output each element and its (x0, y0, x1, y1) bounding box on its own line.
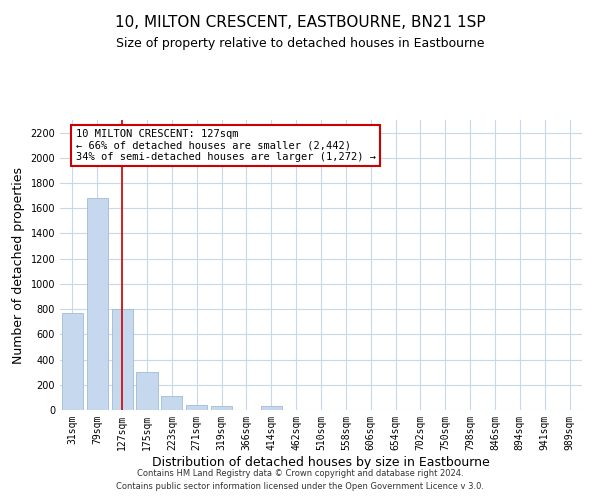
Text: Contains public sector information licensed under the Open Government Licence v : Contains public sector information licen… (116, 482, 484, 491)
Text: 10 MILTON CRESCENT: 127sqm
← 66% of detached houses are smaller (2,442)
34% of s: 10 MILTON CRESCENT: 127sqm ← 66% of deta… (76, 128, 376, 162)
Bar (211, 406, 232, 410)
Bar (161, 396, 182, 410)
Text: Contains HM Land Registry data © Crown copyright and database right 2024.: Contains HM Land Registry data © Crown c… (137, 468, 463, 477)
Bar (87, 198, 108, 410)
Bar (112, 309, 133, 410)
Bar (261, 406, 282, 410)
Bar (186, 405, 207, 410)
X-axis label: Distribution of detached houses by size in Eastbourne: Distribution of detached houses by size … (152, 456, 490, 468)
Y-axis label: Number of detached properties: Number of detached properties (12, 166, 25, 364)
Text: 10, MILTON CRESCENT, EASTBOURNE, BN21 1SP: 10, MILTON CRESCENT, EASTBOURNE, BN21 1S… (115, 15, 485, 30)
Bar (136, 372, 158, 410)
Text: Size of property relative to detached houses in Eastbourne: Size of property relative to detached ho… (116, 38, 484, 51)
Bar (62, 313, 83, 410)
